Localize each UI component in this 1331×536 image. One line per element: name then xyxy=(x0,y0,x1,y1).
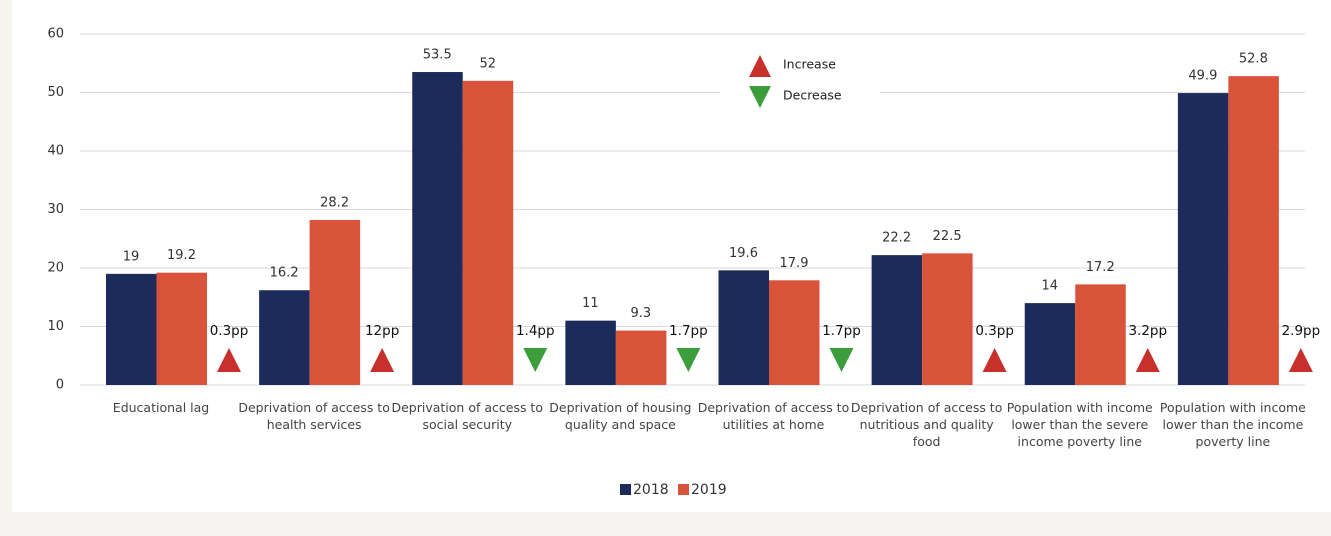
change-label: 2.9pp xyxy=(1282,323,1321,339)
value-label: 17.9 xyxy=(780,256,809,271)
bar xyxy=(769,280,820,385)
change-marker xyxy=(1288,348,1313,372)
bar xyxy=(615,330,667,385)
marker-legend-bg xyxy=(720,50,880,110)
value-label: 19.6 xyxy=(729,246,758,261)
value-label: 19.2 xyxy=(167,248,196,263)
x-tick-label: Deprivation of access to health services xyxy=(238,400,390,432)
value-label: 14 xyxy=(1041,279,1058,294)
panel xyxy=(12,0,1331,512)
bar xyxy=(1177,93,1229,386)
bar xyxy=(565,320,616,385)
value-label: 49.9 xyxy=(1188,69,1217,84)
value-label: 28.2 xyxy=(320,196,349,211)
legend-swatch xyxy=(678,484,689,495)
legend-label: 2019 xyxy=(691,482,727,498)
x-tick-label: Population with income lower than the in… xyxy=(1159,400,1306,449)
change-label: 0.3pp xyxy=(975,323,1014,339)
y-tick-label: 50 xyxy=(47,85,64,100)
x-tick-label: Population with income lower than the se… xyxy=(1006,400,1153,449)
legend-swatch xyxy=(620,484,631,495)
change-label: 3.2pp xyxy=(1128,323,1167,339)
marker-legend-symbol xyxy=(749,55,771,77)
change-label: 1.4pp xyxy=(516,323,555,339)
y-tick-label: 30 xyxy=(47,202,64,217)
x-tick-label: Deprivation of access to social security xyxy=(391,400,543,432)
marker-legend-label: Increase xyxy=(783,57,836,72)
marker-legend-label: Decrease xyxy=(783,88,842,103)
x-tick-label: Deprivation of housing quality and space xyxy=(549,400,692,432)
marker-legend-symbol xyxy=(749,86,771,108)
change-marker xyxy=(370,348,395,372)
value-label: 17.2 xyxy=(1086,260,1115,275)
value-label: 19 xyxy=(123,249,140,264)
bar xyxy=(871,255,923,385)
x-tick-label: Deprivation of access to utilities at ho… xyxy=(697,400,850,432)
value-label: 52.8 xyxy=(1239,52,1268,67)
y-tick-label: 60 xyxy=(47,27,64,42)
bar xyxy=(1075,284,1126,385)
change-label: 0.3pp xyxy=(210,323,249,339)
change-label: 1.7pp xyxy=(822,323,861,339)
value-label: 22.2 xyxy=(882,231,911,246)
bar xyxy=(1228,76,1279,386)
bar xyxy=(718,270,769,385)
change-marker xyxy=(829,348,854,372)
bar xyxy=(259,290,310,385)
x-tick-label: Deprivation of access to nutritious and … xyxy=(850,400,1003,449)
change-marker xyxy=(1135,348,1160,372)
value-label: 9.3 xyxy=(631,306,652,321)
change-marker xyxy=(523,348,548,372)
y-tick-label: 0 xyxy=(56,378,64,393)
y-tick-label: 10 xyxy=(47,319,64,334)
value-label: 53.5 xyxy=(423,48,452,63)
bar xyxy=(156,272,207,385)
y-tick-label: 40 xyxy=(47,144,64,159)
change-label: 1.7pp xyxy=(669,323,708,339)
value-label: 22.5 xyxy=(933,229,962,244)
bar xyxy=(309,220,361,385)
value-label: 16.2 xyxy=(270,266,299,281)
x-tick-label: Educational lag xyxy=(112,400,210,415)
change-marker xyxy=(676,348,701,372)
bar xyxy=(1024,303,1076,385)
bar xyxy=(462,80,514,386)
legend-label: 2018 xyxy=(633,482,669,498)
bar xyxy=(412,72,463,386)
y-tick-label: 20 xyxy=(47,261,64,276)
change-label: 12pp xyxy=(365,323,399,339)
value-label: 11 xyxy=(582,296,599,311)
change-marker xyxy=(217,348,241,372)
change-marker xyxy=(982,348,1007,372)
bar xyxy=(922,253,973,385)
value-label: 52 xyxy=(479,56,496,71)
bar xyxy=(106,273,157,385)
